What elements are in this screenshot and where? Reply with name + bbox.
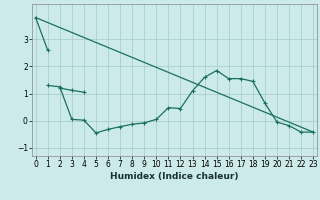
X-axis label: Humidex (Indice chaleur): Humidex (Indice chaleur) [110,172,239,181]
